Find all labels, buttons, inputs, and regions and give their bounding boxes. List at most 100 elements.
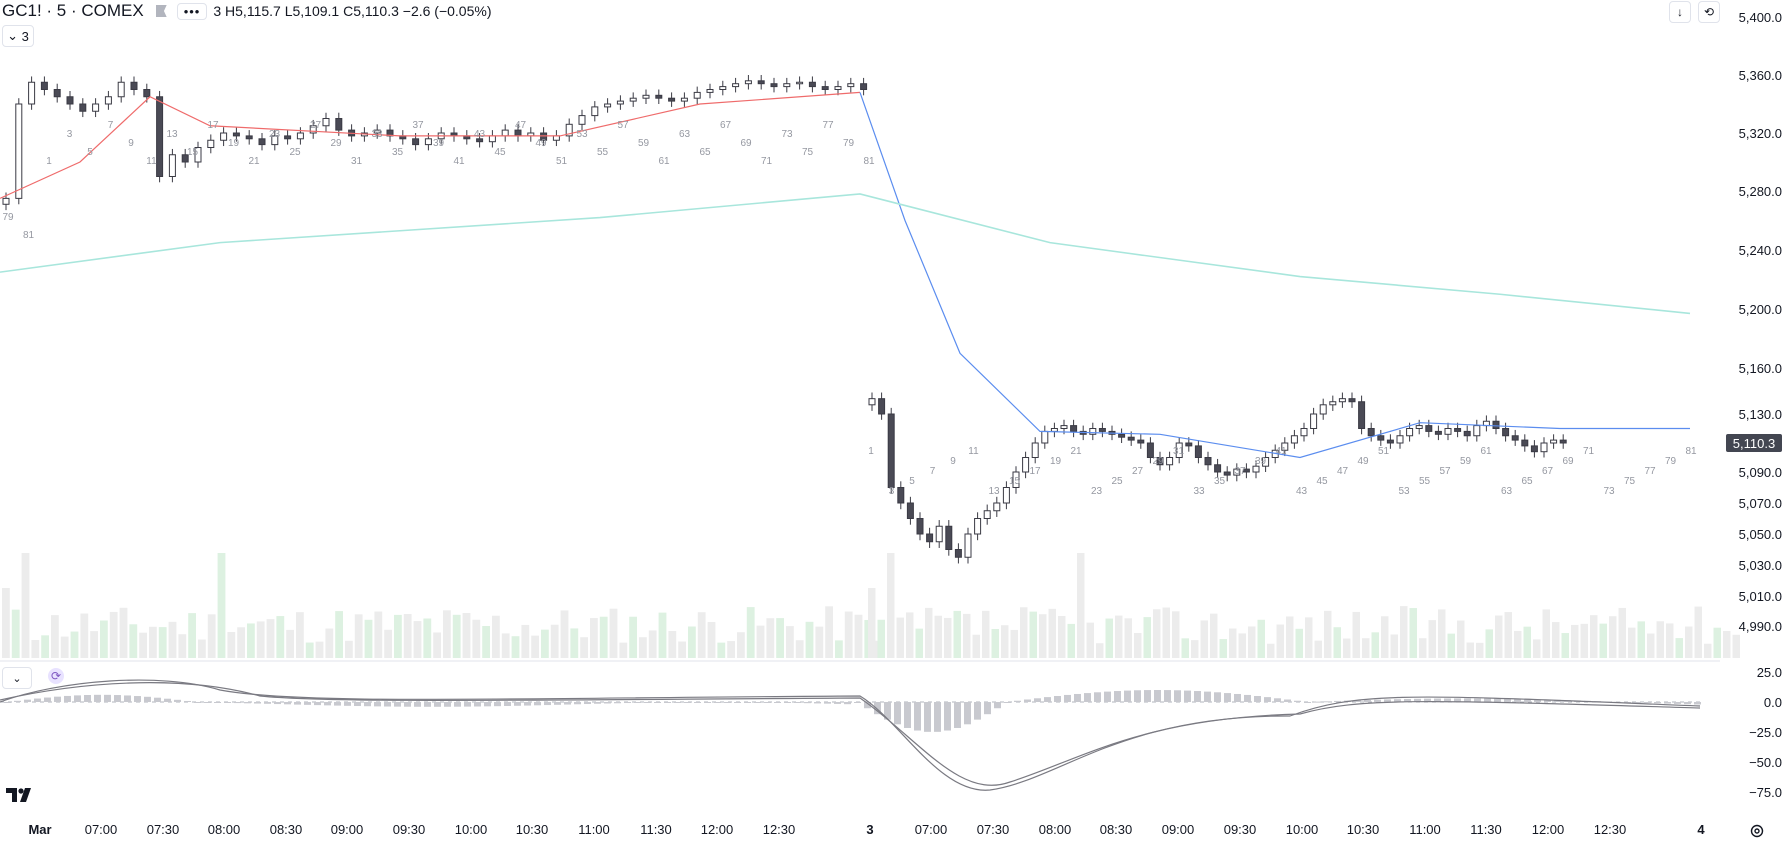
time-axis-tick: 10:00 [455,822,488,837]
volume-bar [482,625,490,658]
candle-body [1070,425,1078,432]
candle-body [1156,457,1164,466]
macd-histogram-bar [54,696,61,702]
macd-histogram-bar [874,702,881,715]
bar-number-label: 81 [23,230,35,241]
volume-bar [462,612,471,658]
bar-number-label: 53 [576,129,588,140]
time-axis-tick: 12:30 [763,822,796,837]
macd-histogram-bar [1664,702,1671,704]
volume-bar [80,613,89,658]
time-axis-tick: 12:00 [701,822,734,837]
volume-bar [991,629,999,658]
candle-body [373,129,381,134]
price-axis-tick: 5,400.0 [1739,10,1782,25]
volume-bar [158,627,167,658]
macd-histogram-bar [784,702,791,703]
chevron-down-icon: ⌄ [7,28,22,43]
volume-bar [825,606,833,658]
candle-body [1089,428,1097,435]
price-axis-tick: 5,050.0 [1739,527,1782,542]
macd-histogram-bar [234,702,241,704]
bar-number-label: 39 [433,138,445,149]
volume-bar [707,622,716,658]
bar-number-label: 61 [658,156,670,167]
candle-body [1300,428,1308,437]
bar-number-label: 43 [474,129,486,140]
candle-body [1242,468,1250,473]
volume-bar [1058,616,1066,658]
candle-body [117,81,125,98]
bar-number-label: 63 [1501,486,1513,497]
time-axis-tick: 09:00 [331,822,364,837]
volume-bar [423,618,432,658]
volume-bar [1476,642,1484,658]
volume-bar [511,636,520,658]
macd-histogram-bar [1404,698,1411,702]
macd-histogram-bar [1454,698,1461,702]
volume-bar [835,640,843,658]
volume-bar [100,620,108,658]
bar-number-label: 65 [1521,476,1533,487]
volume-bar [1675,638,1683,658]
time-axis-tick: 08:00 [208,822,241,837]
bar-number-label: 51 [556,156,568,167]
volume-bar [1552,622,1560,658]
last-price-label: 5,110.3 [1726,434,1782,452]
bar-number-label: 15 [1009,476,1021,487]
time-axis-tick: 11:30 [640,822,672,837]
candle-body [296,132,304,140]
bar-number-label: 79 [2,212,14,223]
macd-histogram-bar [1414,698,1421,702]
candle-body [578,115,586,125]
time-axis-tick: 09:30 [393,822,426,837]
volume-bar [727,641,735,658]
candle-body [629,97,637,102]
price-axis-tick: 5,030.0 [1739,558,1782,573]
macd-histogram-bar [1184,690,1191,702]
volume-bar [1732,634,1740,658]
candle-body [130,81,138,90]
volume-bar [1647,633,1655,658]
bar-number-label: 7 [108,120,114,131]
macd-histogram-bar [834,702,841,704]
macd-histogram-bar [284,702,291,705]
macd-histogram-bar [114,695,121,702]
volume-bar [1713,627,1721,658]
symbol-title[interactable]: GC1! · 5 · COMEX [2,1,144,20]
flag-icon[interactable] [155,5,167,17]
maximize-button[interactable]: ⟲ [1698,1,1720,23]
candle-body [66,96,74,105]
macd-histogram-bar [1314,701,1321,703]
volume-bar [1590,615,1598,658]
volume-bar [854,614,863,658]
macd-histogram-bar [994,702,1001,709]
macd-histogram-bar [1054,696,1061,702]
macd-histogram-bar [4,702,11,703]
macd-histogram-bar [534,702,541,706]
candle-body [783,83,791,88]
more-options-button[interactable]: ••• [176,2,208,20]
settings-gear-icon[interactable] [1750,824,1764,838]
scroll-to-latest-button[interactable]: ↓ [1669,1,1691,23]
volume-bar [1381,616,1389,658]
volume-bar [384,629,392,658]
tradingview-logo[interactable] [6,786,36,804]
time-axis-tick: 07:00 [915,822,948,837]
candle-body [284,135,292,140]
pane-collapse-button[interactable]: ⌄ [2,667,32,689]
indicator-collapse-button[interactable]: ⌄ 3 [2,25,34,47]
macd-histogram-bar [1034,698,1041,702]
volume-bar [198,639,206,658]
volume-bar [1314,640,1322,658]
volume-bar [129,624,138,658]
macd-histogram-bar [424,702,431,707]
macd-histogram-bar [344,702,351,706]
macd-histogram-bar [714,702,721,703]
moving-average-fast [0,91,861,199]
macd-histogram-bar [264,702,271,704]
sync-icon[interactable]: ⟳ [48,668,64,684]
candle-body [1386,439,1394,444]
